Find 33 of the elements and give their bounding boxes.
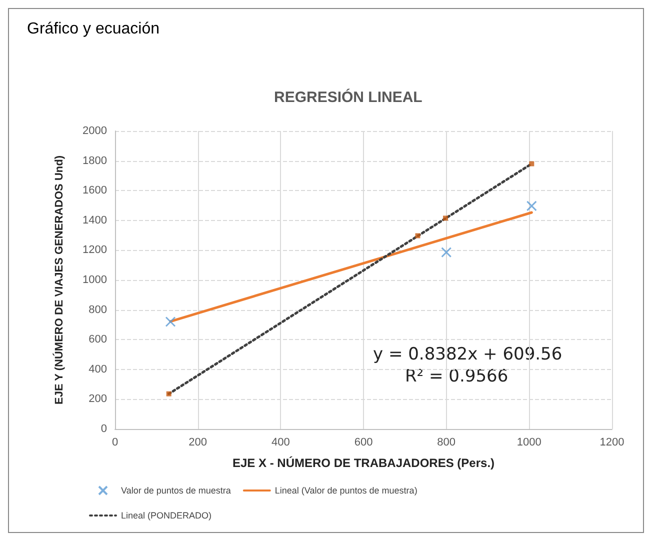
x-tick-label: 600	[354, 436, 373, 448]
y-tick-label: 1000	[82, 274, 107, 286]
point	[443, 216, 448, 221]
legend-label: Lineal (Valor de puntos de muestra)	[274, 486, 418, 496]
chart-title: REGRESIÓN LINEAL	[274, 88, 422, 106]
x-axis-title: EJE X - NÚMERO DE TRABAJADORES (Pers.)	[232, 456, 495, 470]
y-tick-label: 1800	[82, 154, 107, 167]
y-tick-label: 200	[88, 393, 107, 406]
annotation: y = 0.8382x + 609.56	[373, 344, 562, 364]
x-tick-label: 200	[188, 436, 208, 448]
x-tick-label: 0	[112, 436, 118, 448]
point	[529, 161, 534, 166]
y-tick-label: 400	[88, 363, 107, 376]
point	[166, 391, 172, 396]
y-tick-label: 600	[88, 334, 107, 346]
legend-label: Lineal (PONDERADO)	[121, 510, 212, 520]
y-axis-title: EJE Y (NÚMERO DE VIAJES GENERADOS Und)	[52, 155, 66, 404]
y-tick-label: 0	[100, 423, 107, 435]
y-tick-label: 1400	[82, 214, 107, 226]
x-tick-label: 1000	[516, 436, 542, 448]
y-tick-label: 800	[88, 304, 107, 316]
legend-label: Valor de puntos de muestra	[121, 486, 231, 496]
y-tick-label: 1600	[82, 184, 107, 197]
point	[165, 316, 176, 327]
x-tick-label: 400	[271, 436, 290, 448]
point	[441, 247, 452, 258]
y-tick-label: 1200	[82, 244, 107, 256]
point	[526, 200, 537, 212]
y-tick-label: 2000	[82, 125, 107, 137]
x-tick-label: 1200	[600, 436, 624, 448]
x-tick-label: 800	[437, 436, 456, 448]
point	[415, 233, 420, 238]
text: Gráfico y ecuación	[27, 20, 160, 38]
